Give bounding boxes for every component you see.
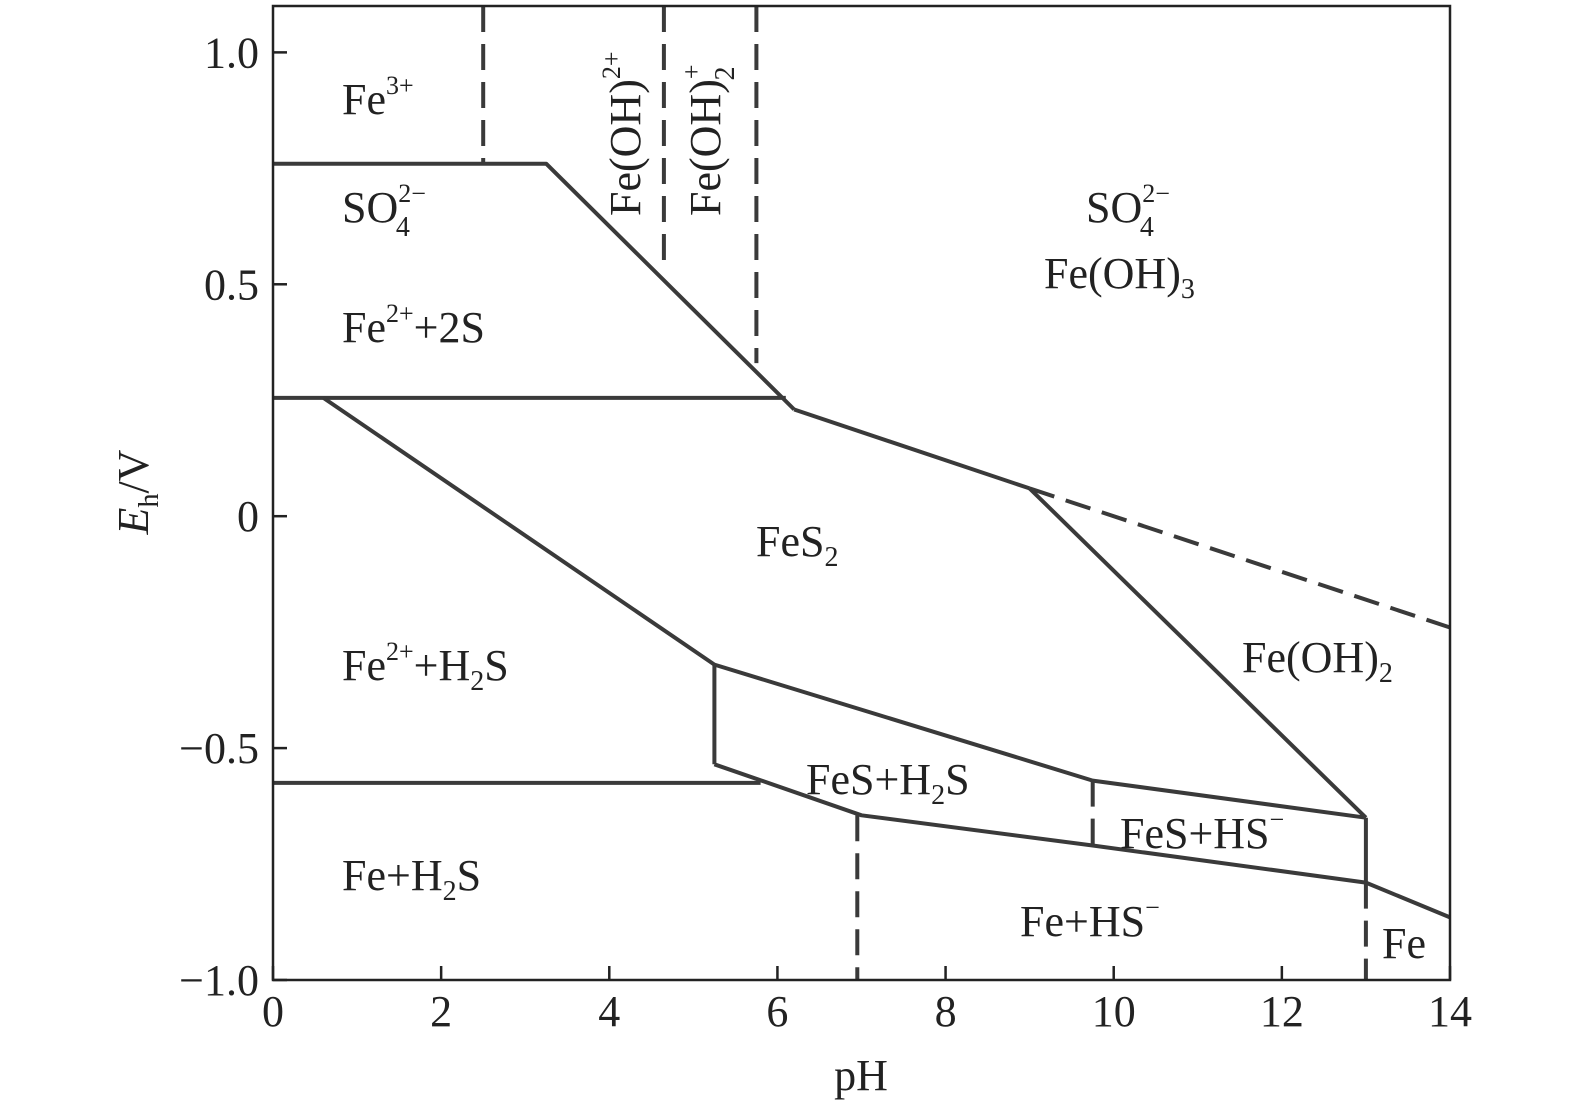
boundary-lines	[273, 6, 1451, 980]
y-tick-label: 0	[237, 492, 259, 541]
region-fe2-2s: Fe2++2S	[342, 299, 485, 352]
boundary-fes2-feoh2-solid	[1028, 486, 1368, 820]
region-fe-hs: Fe+HS−	[1020, 893, 1160, 946]
region-fe3: Fe3+	[342, 71, 414, 124]
x-tick-label: 2	[430, 987, 452, 1036]
y-tick-label: 1.0	[204, 28, 259, 77]
svg-text:Eh/V: Eh/V	[109, 449, 165, 535]
region-so4-left: SO2− 4	[342, 179, 426, 243]
boundary-fes2-fe2h2s-solid	[322, 396, 1367, 820]
x-tick-label: 14	[1428, 987, 1472, 1036]
region-feoh-2plus: Fe(OH)2+	[597, 51, 650, 216]
svg-text:Fe(OH)2+: Fe(OH)2+	[597, 51, 650, 216]
boundary-fe3-fe2s-solid	[273, 161, 796, 411]
x-tick-label: 6	[766, 987, 788, 1036]
region-so4-right: SO2− 4	[1086, 179, 1170, 243]
boundary-feoh3-feoh2-dash	[1028, 486, 1451, 630]
region-fes2: FeS2	[756, 517, 838, 573]
x-tick-label: 0	[262, 987, 284, 1036]
region-feoh3: Fe(OH)3	[1044, 249, 1195, 305]
y-tick-label: −0.5	[179, 724, 259, 773]
region-feoh2-plus: Fe(OH)+ 2	[677, 64, 741, 216]
x-axis-title: pH	[834, 1051, 888, 1100]
x-tick-label: 4	[598, 987, 620, 1036]
boundary-fes2-feoh3-solid	[793, 407, 1031, 491]
region-fes-hs: FeS+HS−	[1120, 805, 1284, 858]
y-axis-title: Eh/V	[109, 449, 165, 535]
x-tick-label: 8	[935, 987, 957, 1036]
region-fes-h2s: FeS+H2S	[806, 755, 970, 811]
plot-frame	[271, 4, 1452, 982]
region-fe-h2s: Fe+H2S	[342, 851, 481, 907]
y-tick-label: 0.5	[204, 260, 259, 309]
x-tick-label: 10	[1092, 987, 1136, 1036]
svg-text:Fe(OH)+2: Fe(OH)+ 2	[677, 64, 741, 216]
boundary-fes-bottom-solid	[713, 762, 1451, 920]
region-fe: Fe	[1382, 919, 1426, 968]
region-fe2-h2s: Fe2++H2S	[342, 637, 509, 697]
y-tick-label: −1.0	[179, 956, 259, 1005]
axis-ticks: 0 2 4 6 8 10 12 14 1.0 0.5 0 −0.5 −1.0	[179, 28, 1472, 1036]
region-feoh2: Fe(OH)2	[1242, 633, 1393, 689]
x-tick-label: 12	[1260, 987, 1304, 1036]
